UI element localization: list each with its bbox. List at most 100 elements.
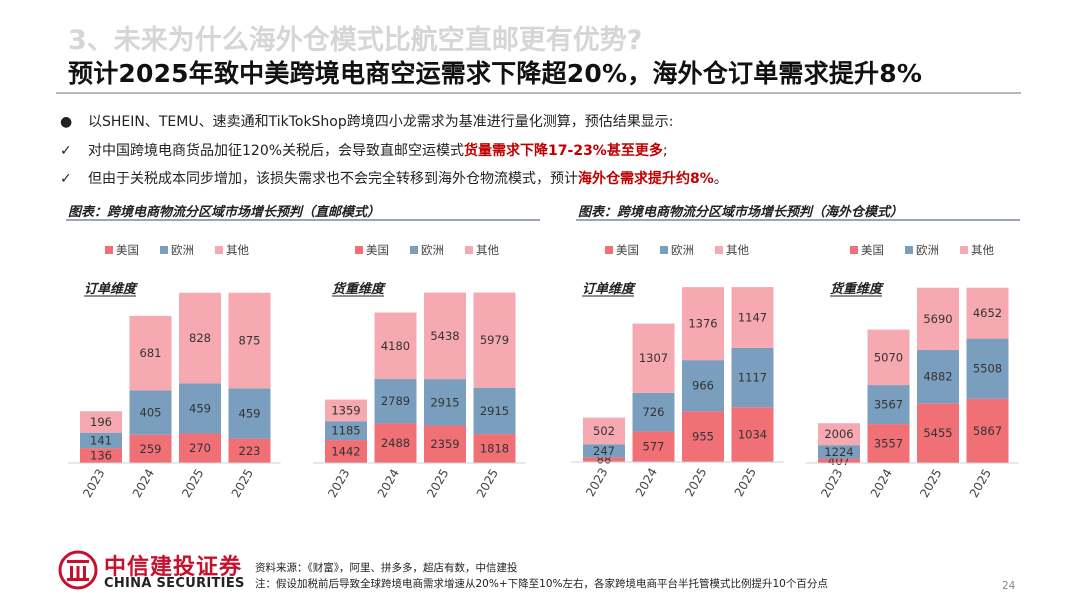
bar-segment (867, 329, 910, 386)
section-title: 3、未来为什么海外仓模式比航空直邮更有优势? (68, 25, 643, 56)
bullet-text-tail: ; (662, 143, 668, 159)
bar-segment (966, 338, 1009, 399)
figure-divider-right (576, 219, 1020, 221)
bar-segment (179, 292, 221, 384)
legend-swatch (410, 246, 418, 254)
data-label: 955 (692, 430, 714, 444)
data-label: 2789 (381, 394, 410, 408)
legend-label: 欧洲 (671, 243, 694, 257)
x-tick-label: 2025 (732, 466, 759, 499)
bullet-text: 但由于关税成本同步增加，该损失需求也不会完全转移到海外仓物流模式，预计 (88, 171, 578, 187)
bar-segment (966, 287, 1009, 339)
bar-segment (424, 425, 466, 463)
data-label: 1147 (738, 311, 767, 325)
bar-segment (325, 421, 367, 441)
bullet-item-2: ✓ 对中国跨境电商货品加征120%关税后，会导致直邮空运模式货量需求下降17-23… (60, 140, 668, 160)
bar-segment (731, 407, 774, 462)
legend-swatch (715, 246, 723, 254)
bar-segment (325, 399, 367, 422)
bar-segment (424, 292, 466, 380)
data-label: 681 (140, 346, 162, 360)
bar-segment (583, 457, 625, 462)
x-tick-label: 2023 (80, 467, 107, 500)
data-label: 828 (189, 331, 211, 345)
legend-swatch (355, 246, 363, 254)
bar-segment (682, 411, 724, 462)
bullet-item-1: ● 以SHEIN、TEMU、速卖通和TikTokShop跨境四小龙需求为基准进行量… (60, 111, 673, 131)
bar-segment (129, 315, 172, 391)
x-tick-label: 2025 (424, 467, 451, 500)
bar-segment (179, 383, 221, 434)
data-label: 3557 (874, 437, 903, 451)
bar-segment (374, 312, 417, 380)
data-label: 270 (189, 441, 211, 455)
bar-segment (818, 423, 860, 446)
data-label: 196 (90, 415, 112, 429)
x-tick-label: 2023 (325, 467, 352, 500)
bar-segment (228, 292, 271, 389)
data-label: 4180 (381, 339, 410, 353)
bar-segment (917, 349, 959, 404)
data-label: 1442 (331, 445, 360, 459)
x-tick-label: 2025 (474, 467, 501, 500)
legend-swatch (215, 246, 223, 254)
x-tick-label: 2024 (868, 467, 895, 500)
data-label: 5979 (480, 333, 509, 347)
bar-segment (966, 398, 1009, 463)
bar-segment (374, 379, 417, 424)
data-label: 5690 (923, 312, 952, 326)
bullet-highlight: 货量需求下降17-23%甚至更多 (464, 143, 663, 159)
data-label: 259 (140, 442, 162, 456)
x-tick-label: 2025 (967, 467, 994, 500)
bar-segment (129, 434, 172, 463)
legend-label: 欧洲 (916, 243, 939, 257)
data-label: 247 (593, 444, 615, 458)
bar-segment (80, 448, 122, 463)
data-label: 459 (189, 401, 211, 415)
bar-segment (424, 379, 466, 426)
data-label: 1185 (331, 424, 360, 438)
bar-segment (867, 385, 910, 425)
bar-segment (818, 445, 860, 459)
legend-label: 美国 (116, 243, 139, 257)
legend-swatch (660, 246, 668, 254)
bar-segment (632, 392, 675, 432)
data-label: 726 (643, 405, 665, 419)
bar-segment (374, 423, 417, 463)
data-label: 966 (692, 379, 714, 393)
bar-segment (731, 347, 774, 408)
bullet-dot-icon: ● (60, 114, 73, 130)
bar-segment (473, 434, 516, 463)
legend-label: 其他 (476, 243, 499, 257)
data-label: 2488 (381, 436, 410, 450)
legend-swatch (905, 246, 913, 254)
bar-segment (228, 438, 271, 463)
x-tick-label: 2023 (818, 467, 845, 500)
bar-segment (632, 323, 675, 393)
data-label: 1359 (331, 403, 360, 417)
legend-swatch (105, 246, 113, 254)
bar-segment (867, 424, 910, 463)
checkmark-icon: ✓ (60, 171, 72, 187)
x-tick-label: 2024 (130, 467, 157, 500)
bullet-text: 对中国跨境电商货品加征120%关税后，会导致直邮空运模式 (88, 143, 465, 159)
legend-swatch (605, 246, 613, 254)
bullet-text: 以SHEIN、TEMU、速卖通和TikTokShop跨境四小龙需求为基准进行量化… (88, 114, 674, 130)
bar-segment (473, 387, 516, 435)
data-label: 577 (643, 440, 665, 454)
panel-title: 货重维度 (332, 281, 387, 297)
logo-name-en: CHINA SECURITIES (104, 576, 245, 591)
bar-segment (583, 444, 625, 458)
bar-segment (682, 287, 724, 361)
data-label: 5438 (430, 329, 459, 343)
panel-title: 货重维度 (830, 281, 885, 297)
bullet-item-3: ✓ 但由于关税成本同步增加，该损失需求也不会完全转移到海外仓物流模式，预计海外仓需… (60, 168, 728, 188)
data-label: 141 (90, 433, 112, 447)
source-note: 资料来源：《财富》，阿里、拼多多，超店有数，中信建投 (255, 562, 518, 574)
data-label: 5455 (923, 426, 952, 440)
logo-emblem-icon (58, 550, 98, 590)
data-label: 136 (90, 449, 112, 463)
legend-swatch (465, 246, 473, 254)
bar-segment (325, 440, 367, 463)
legend-swatch (960, 246, 968, 254)
